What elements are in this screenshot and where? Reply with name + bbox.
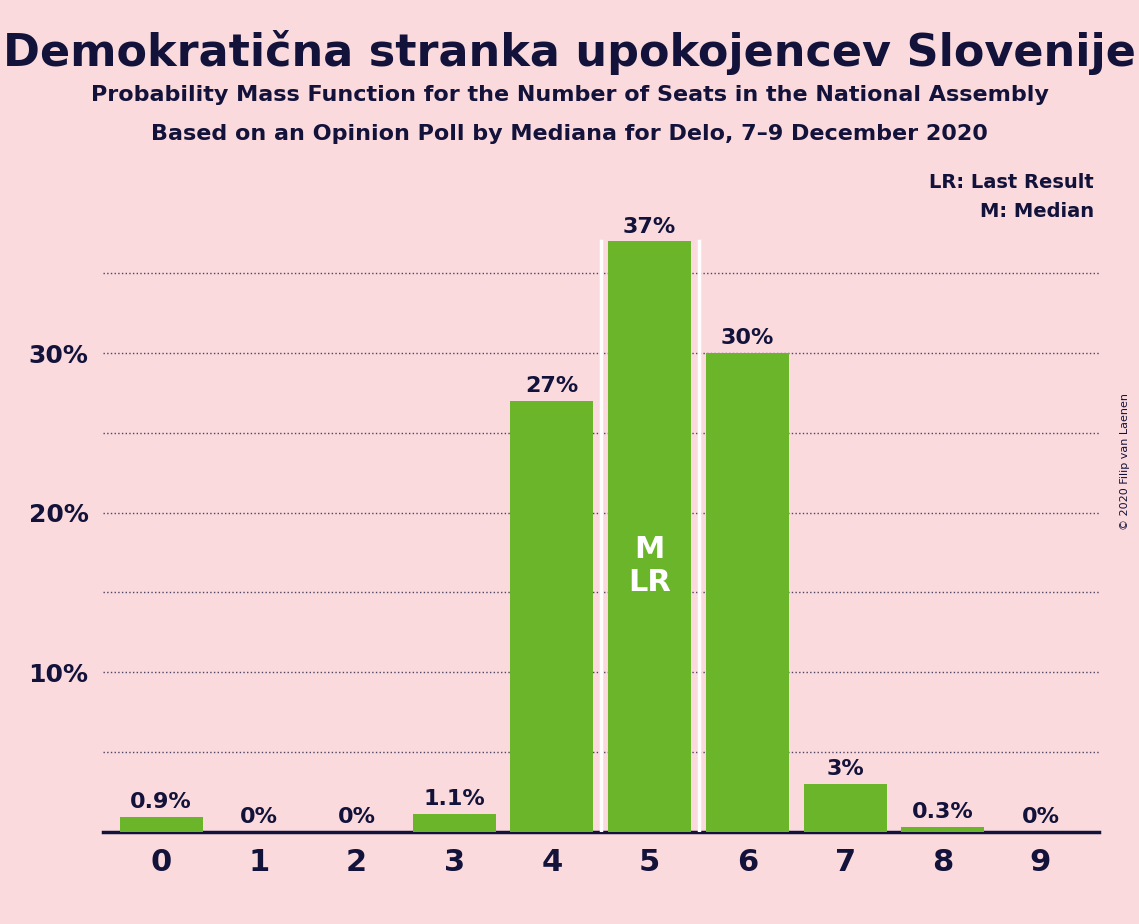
Text: 0.9%: 0.9% xyxy=(130,793,192,812)
Text: 1.1%: 1.1% xyxy=(424,789,485,809)
Bar xyxy=(608,241,691,832)
Text: M: Median: M: Median xyxy=(981,201,1095,221)
Text: 0%: 0% xyxy=(240,807,278,827)
Text: 0%: 0% xyxy=(337,807,376,827)
Bar xyxy=(412,814,495,832)
Text: Probability Mass Function for the Number of Seats in the National Assembly: Probability Mass Function for the Number… xyxy=(91,85,1048,105)
Text: LR: Last Result: LR: Last Result xyxy=(929,173,1095,192)
Text: 0.3%: 0.3% xyxy=(912,802,974,822)
Text: M
LR: M LR xyxy=(629,535,671,597)
Text: Demokratična stranka upokojencev Slovenije: Demokratična stranka upokojencev Sloveni… xyxy=(3,30,1136,75)
Bar xyxy=(706,353,789,832)
Text: 3%: 3% xyxy=(826,759,865,779)
Bar xyxy=(510,401,593,832)
Bar xyxy=(120,817,203,832)
Bar xyxy=(804,784,886,832)
Text: 0%: 0% xyxy=(1022,807,1059,827)
Text: 27%: 27% xyxy=(525,376,579,396)
Text: 37%: 37% xyxy=(623,216,677,237)
Bar xyxy=(901,827,984,832)
Text: Based on an Opinion Poll by Mediana for Delo, 7–9 December 2020: Based on an Opinion Poll by Mediana for … xyxy=(151,124,988,144)
Text: © 2020 Filip van Laenen: © 2020 Filip van Laenen xyxy=(1121,394,1130,530)
Text: 30%: 30% xyxy=(721,328,775,348)
